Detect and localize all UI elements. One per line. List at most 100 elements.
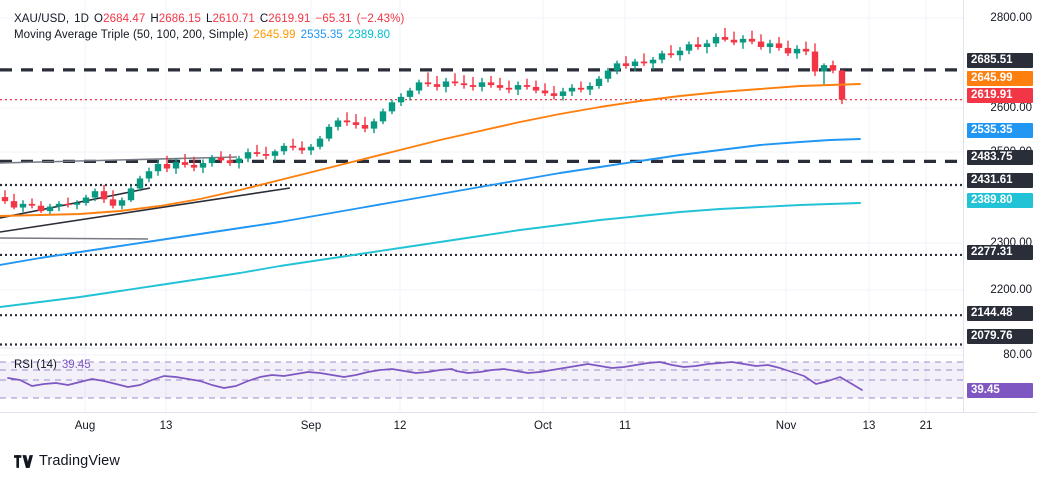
candle-body	[190, 164, 198, 168]
candle-body	[361, 124, 369, 129]
candle-body	[280, 145, 288, 152]
candle-body	[370, 121, 378, 129]
tradingview-mark-icon	[14, 454, 33, 468]
candle-body	[118, 200, 126, 206]
price-level-badge[interactable]: 39.45	[967, 383, 1033, 398]
candle-body	[172, 162, 180, 169]
candle-body	[289, 145, 297, 148]
price-level-badge[interactable]: 2431.61	[967, 173, 1033, 188]
candle-body	[667, 53, 675, 56]
price-level-badge[interactable]: 2645.99	[967, 71, 1033, 86]
candle-body	[613, 63, 621, 71]
candle-body	[154, 163, 162, 172]
candle-body	[712, 37, 720, 44]
candle-body	[388, 102, 396, 112]
tradingview-logo: TradingView	[14, 453, 120, 469]
rsi-band-fill	[0, 362, 963, 398]
candle-body	[28, 203, 36, 206]
price-axis-tick: 2200.00	[990, 284, 1032, 296]
candle-body	[73, 202, 81, 205]
candle-body	[676, 50, 684, 56]
candle-body	[487, 82, 495, 86]
price-level-badge[interactable]: 2685.51	[967, 53, 1033, 68]
candle-body	[442, 81, 450, 87]
candle-body	[802, 48, 810, 52]
candle-body	[37, 205, 45, 212]
candle-body	[100, 191, 108, 200]
price-level-badge[interactable]: 2535.35	[967, 123, 1033, 138]
price-level-badge[interactable]: 2277.31	[967, 245, 1033, 260]
candle-body	[820, 65, 828, 72]
candle-body	[568, 87, 576, 92]
candle-body	[721, 37, 729, 40]
candle-body	[775, 43, 783, 48]
candle-body	[595, 78, 603, 86]
candle-body	[352, 122, 360, 125]
candle-body	[253, 152, 261, 154]
price-level-badge[interactable]: 2483.75	[967, 150, 1033, 165]
candle-body	[541, 90, 549, 94]
candle-body	[334, 120, 342, 127]
series-line-ma-200	[0, 202, 861, 308]
tradingview-wordmark: TradingView	[39, 453, 120, 469]
price-level-badge[interactable]: 2619.91	[967, 88, 1033, 103]
chart-plot-area[interactable]	[0, 0, 963, 412]
price-axis-tick: 2600.00	[990, 102, 1032, 114]
candle-body	[685, 44, 693, 51]
candle-body	[451, 81, 459, 84]
candle-body	[622, 63, 630, 67]
candle-body	[496, 85, 504, 88]
time-axis-tick: 12	[393, 420, 407, 432]
candle-body	[271, 151, 279, 156]
candle-body	[127, 188, 135, 201]
candle-body	[532, 86, 540, 91]
candle-body	[91, 191, 99, 198]
time-axis-tick: 13	[862, 420, 876, 432]
candle-body	[1, 197, 9, 202]
candle-body	[514, 85, 522, 90]
candle-body	[469, 85, 477, 87]
price-axis[interactable]: 2800.002600.002500.002300.002200.0080.00…	[963, 0, 1037, 412]
candle-body	[163, 163, 171, 169]
trend-line	[0, 187, 291, 233]
candle-body	[82, 197, 90, 203]
time-axis-tick: Oct	[534, 420, 552, 432]
time-axis-tick: 21	[919, 420, 933, 432]
candle-body	[235, 158, 243, 164]
price-axis-tick: 2800.00	[990, 12, 1032, 24]
candle-body	[208, 157, 216, 164]
candle-body	[649, 59, 657, 64]
price-axis-tick: 80.00	[1003, 349, 1032, 361]
candle-body	[406, 90, 414, 97]
candle-body	[478, 82, 486, 87]
candle-body	[766, 43, 774, 48]
candle-body	[559, 91, 567, 96]
price-level-badge[interactable]: 2079.76	[967, 329, 1033, 344]
time-axis[interactable]: Aug 13 Sep 12 Oct 11 Nov 13 21	[0, 412, 1037, 441]
series-line-rsi-14	[7, 361, 863, 391]
candle-body	[145, 171, 153, 179]
chart-canvas	[0, 0, 963, 412]
candle-body	[604, 70, 612, 79]
candle-body	[64, 203, 72, 206]
candle-body	[262, 154, 270, 156]
series-line-ma-100	[0, 138, 861, 266]
time-axis-tick: Aug	[74, 420, 96, 432]
time-axis-tick: Sep	[300, 420, 322, 432]
candle-body	[181, 162, 189, 165]
time-axis-tick: 13	[159, 420, 173, 432]
candle-body	[55, 203, 63, 207]
price-level-badge[interactable]: 2144.48	[967, 306, 1033, 321]
time-axis-tick: Nov	[775, 420, 797, 432]
candle-body	[694, 44, 702, 48]
price-level-badge[interactable]: 2389.80	[967, 193, 1033, 208]
candle-body	[757, 41, 765, 48]
candle-body	[109, 199, 117, 206]
candle-body	[505, 87, 513, 90]
trend-line	[0, 156, 238, 164]
candle-body	[46, 206, 54, 212]
candle-body	[550, 93, 558, 96]
candle-body	[829, 65, 837, 71]
candle-body	[244, 152, 252, 159]
